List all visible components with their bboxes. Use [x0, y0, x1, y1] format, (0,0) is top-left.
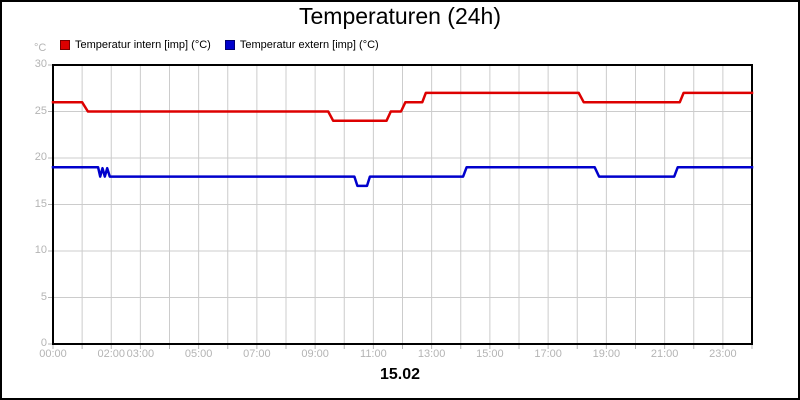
legend-entry-extern: Temperatur extern [imp] (°C) [224, 39, 379, 51]
legend: Temperatur intern [imp] (°C) Temperatur … [60, 39, 379, 51]
chart-title: Temperaturen (24h) [299, 3, 501, 29]
date-label: 15.02 [379, 366, 421, 383]
legend-swatch-extern-icon [224, 40, 235, 50]
y-axis-unit-label: °C [34, 42, 47, 54]
series-line-intern [51, 91, 754, 123]
legend-entry-intern: Temperatur intern [imp] (°C) [60, 39, 211, 51]
plot-border [52, 64, 753, 345]
series-line-extern [51, 166, 754, 188]
legend-label-extern: Temperatur extern [imp] (°C) [239, 39, 379, 51]
legend-label-intern: Temperatur intern [imp] (°C) [75, 39, 211, 51]
legend-swatch-intern-icon [60, 40, 70, 50]
